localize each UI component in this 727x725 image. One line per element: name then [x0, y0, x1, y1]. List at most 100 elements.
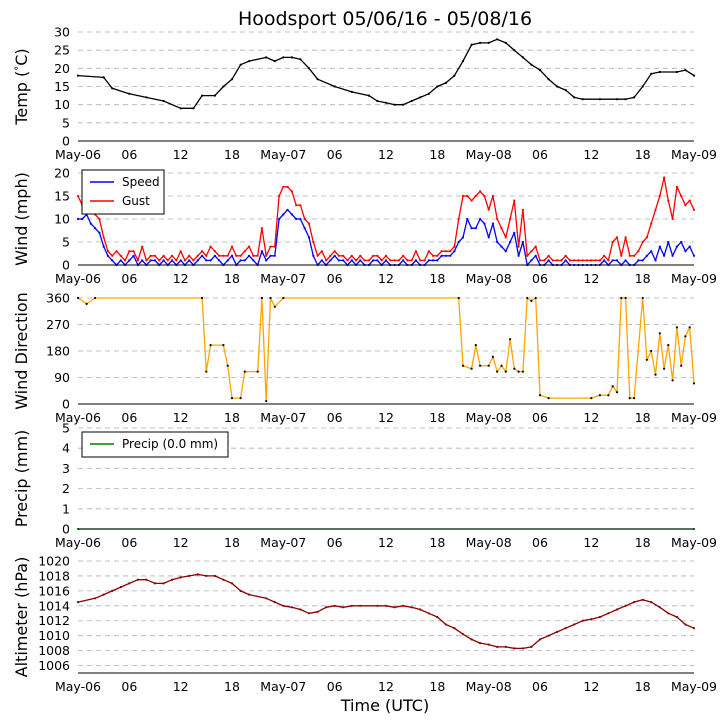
data-point: [132, 250, 135, 253]
data-point: [205, 574, 208, 578]
data-point: [213, 574, 216, 578]
data-point: [367, 259, 370, 262]
y-axis-title: Altimeter (hPa): [12, 557, 31, 678]
data-point: [667, 344, 670, 347]
data-point: [179, 250, 182, 253]
data-point: [376, 254, 379, 257]
data-point: [538, 638, 542, 641]
x-tick-label: 12: [173, 271, 189, 286]
data-point: [564, 254, 567, 257]
x-tick-label: 06: [121, 147, 137, 162]
data-point: [645, 358, 649, 361]
data-point: [611, 240, 614, 244]
data-point: [479, 217, 482, 221]
data-point: [355, 259, 358, 262]
data-point: [119, 586, 122, 589]
data-point: [213, 254, 216, 257]
data-point: [260, 296, 263, 300]
x-tick-label: 06: [532, 679, 548, 694]
data-point: [487, 364, 490, 367]
data-point: [205, 259, 208, 262]
data-point: [521, 208, 525, 211]
data-point: [491, 222, 494, 225]
x-tick-label: 18: [429, 410, 445, 425]
data-point: [530, 63, 533, 66]
x-tick-label: 12: [378, 147, 394, 162]
data-point: [102, 245, 105, 248]
series-line-temp: [77, 38, 695, 109]
y-tick-label: 4: [62, 441, 70, 456]
data-point: [76, 296, 80, 300]
data-point: [675, 615, 679, 619]
data-point: [487, 643, 490, 646]
series-markers: [76, 573, 696, 650]
x-tick-label: May-07: [260, 147, 306, 162]
data-point: [444, 81, 447, 84]
data-point: [196, 573, 199, 576]
data-point: [427, 612, 430, 615]
data-point: [650, 349, 653, 353]
x-tick-label: 06: [532, 147, 548, 162]
data-point: [564, 89, 567, 92]
data-point: [637, 250, 640, 253]
data-point: [76, 601, 80, 604]
data-point: [402, 259, 405, 262]
data-point: [248, 254, 251, 257]
data-point: [307, 612, 311, 615]
data-point: [633, 397, 636, 400]
data-point: [299, 58, 302, 61]
data-point: [633, 254, 636, 257]
y-tick-label: 1006: [38, 658, 70, 673]
data-point: [470, 638, 473, 641]
x-tick-label: May-09: [671, 271, 717, 286]
data-point: [641, 85, 644, 88]
legend-label: Speed: [122, 175, 160, 189]
data-point: [158, 259, 161, 262]
data-point: [141, 259, 144, 262]
x-tick-label: 12: [583, 410, 599, 425]
data-point: [209, 344, 212, 347]
data-point: [201, 250, 204, 253]
data-point: [500, 364, 503, 367]
data-point: [440, 254, 443, 257]
x-tick-label: 12: [583, 271, 599, 286]
x-tick-label: 12: [173, 535, 189, 550]
data-point: [273, 254, 276, 257]
data-point: [316, 78, 319, 81]
data-point: [106, 254, 109, 257]
data-point: [483, 194, 486, 198]
y-tick-label: 0: [62, 134, 70, 149]
data-point: [624, 296, 627, 300]
y-tick-label: 25: [54, 43, 70, 58]
x-tick-label: May-07: [260, 410, 306, 425]
data-point: [171, 578, 174, 581]
data-point: [295, 217, 298, 221]
x-tick-label: 06: [121, 535, 137, 550]
data-point: [620, 296, 623, 300]
data-point: [671, 217, 674, 221]
data-point: [590, 259, 593, 262]
data-point: [658, 194, 661, 198]
data-point: [573, 259, 576, 262]
data-point: [209, 259, 212, 262]
data-point: [290, 213, 293, 216]
data-point: [457, 296, 460, 300]
data-point: [538, 394, 542, 397]
data-point: [102, 593, 105, 596]
data-point: [290, 606, 293, 609]
data-point: [461, 633, 465, 636]
data-point: [474, 344, 477, 347]
data-point: [530, 259, 533, 262]
data-point: [111, 87, 114, 90]
data-point: [436, 254, 439, 257]
data-point: [265, 259, 268, 262]
x-tick-label: 18: [429, 147, 445, 162]
x-tick-label: 18: [635, 679, 651, 694]
data-point: [667, 612, 670, 615]
data-point: [162, 582, 165, 585]
data-point: [119, 254, 122, 257]
legend-label: Precip (0.0 mm): [122, 437, 218, 451]
data-point: [461, 194, 465, 198]
data-point: [316, 254, 319, 257]
